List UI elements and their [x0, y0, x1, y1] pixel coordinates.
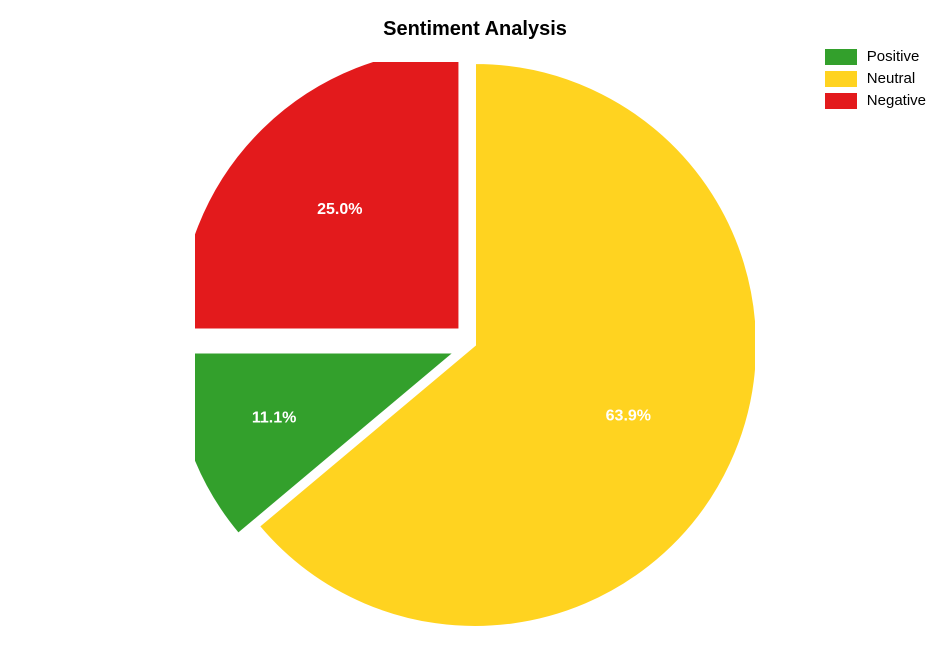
legend-label-negative: Negative — [867, 92, 926, 109]
pie-label-neutral: 63.9% — [606, 408, 651, 425]
legend-label-positive: Positive — [867, 48, 920, 65]
legend-item-positive: Positive — [825, 48, 926, 65]
chart-title: Sentiment Analysis — [383, 18, 567, 41]
legend-swatch-negative — [825, 93, 857, 109]
pie-label-positive: 11.1% — [252, 409, 296, 426]
pie-slice-negative — [195, 62, 459, 329]
sentiment-pie-chart: Sentiment Analysis 25.0% 11.1% 63.9% Posit… — [0, 0, 950, 662]
legend-swatch-neutral — [825, 71, 857, 87]
pie-label-negative: 25.0% — [317, 201, 362, 218]
legend-item-neutral: Neutral — [825, 70, 926, 87]
legend: Positive Neutral Negative — [825, 48, 926, 114]
legend-item-negative: Negative — [825, 92, 926, 109]
pie-svg: 25.0% 11.1% 63.9% — [195, 62, 755, 628]
legend-label-neutral: Neutral — [867, 70, 915, 87]
legend-swatch-positive — [825, 49, 857, 65]
